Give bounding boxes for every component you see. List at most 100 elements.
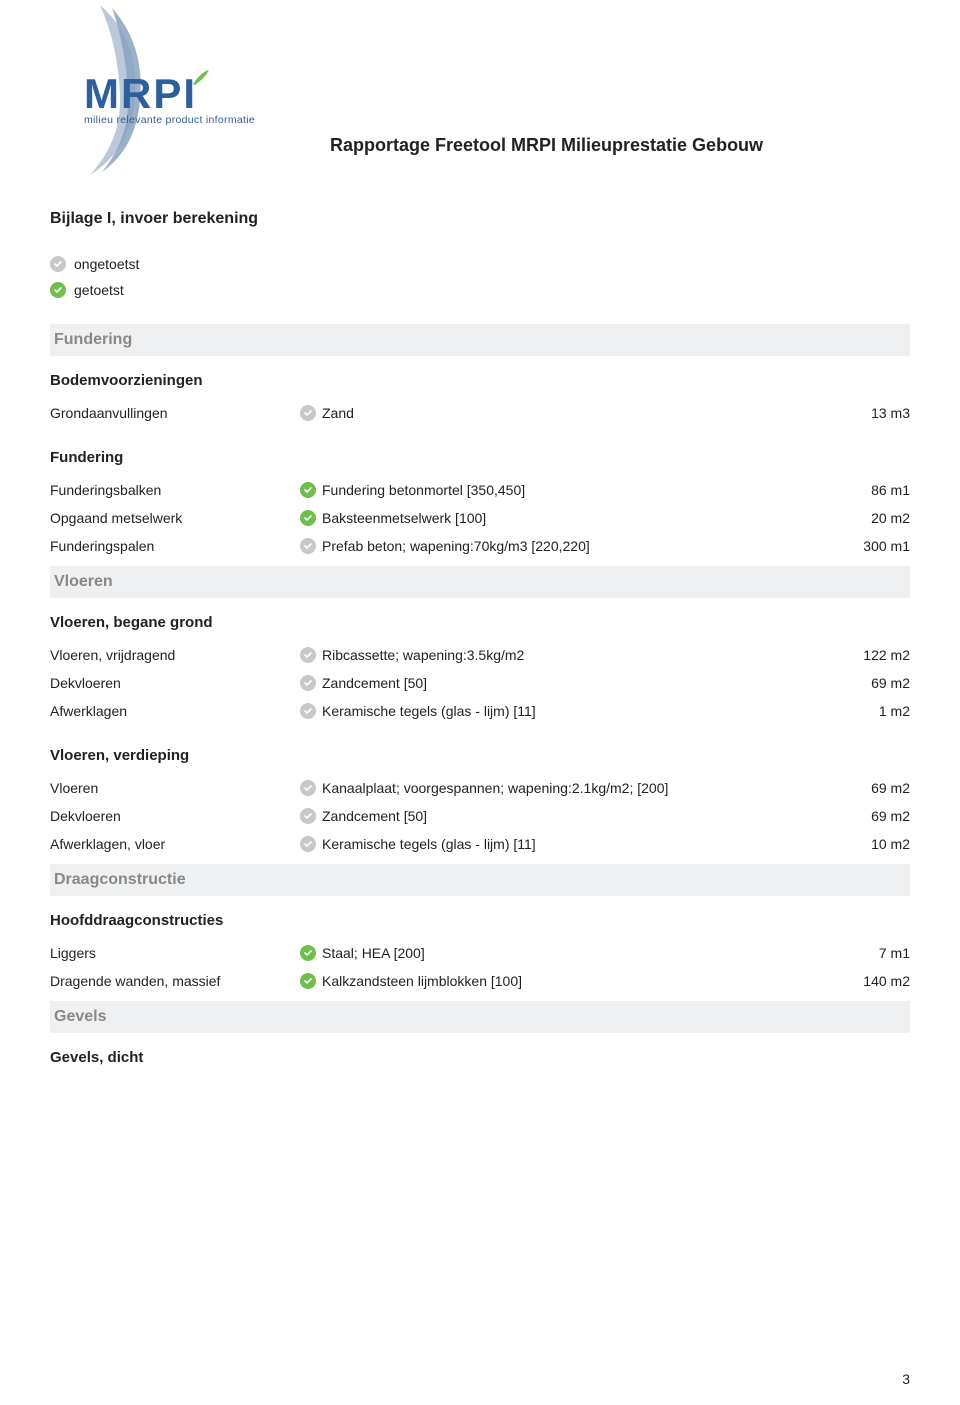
subsection-title: Vloeren, begane grond [50, 614, 910, 631]
row-value: 122 m2 [820, 647, 910, 663]
row-material-wrap: Ribcassette; wapening:3.5kg/m2 [300, 647, 820, 663]
logo-text: MRPI milieu relevante product informatie [84, 70, 255, 126]
row-label: Funderingspalen [50, 538, 300, 554]
legend-untested-label: ongetoetst [74, 256, 139, 272]
logo-name: MRPI [84, 70, 197, 118]
data-row: Dekvloeren Zandcement [50] 69 m2 [50, 802, 910, 830]
row-material: Ribcassette; wapening:3.5kg/m2 [322, 647, 524, 663]
data-row: Dragende wanden, massief Kalkzandsteen li… [50, 967, 910, 995]
row-material-wrap: Baksteenmetselwerk [100] [300, 510, 820, 526]
row-label: Vloeren, vrijdragend [50, 647, 300, 663]
subsection-title: Bodemvoorzieningen [50, 372, 910, 389]
data-row: Funderingsbalken Fundering betonmortel [3… [50, 476, 910, 504]
check-gray-icon [300, 647, 316, 663]
legend: ongetoetst getoetst [50, 256, 910, 298]
row-value: 69 m2 [820, 808, 910, 824]
check-gray-icon [300, 780, 316, 796]
check-gray-icon [300, 808, 316, 824]
check-green-icon [300, 973, 316, 989]
row-value: 13 m3 [820, 405, 910, 421]
row-label: Afwerklagen, vloer [50, 836, 300, 852]
check-gray-icon [300, 538, 316, 554]
subsection-title: Vloeren, verdieping [50, 747, 910, 764]
row-value: 7 m1 [820, 945, 910, 961]
check-gray-icon [300, 675, 316, 691]
row-material: Fundering betonmortel [350,450] [322, 482, 525, 498]
report-title: Rapportage Freetool MRPI Milieuprestatie… [330, 135, 763, 156]
row-label: Liggers [50, 945, 300, 961]
section-band: Draagconstructie [50, 864, 910, 896]
row-material: Staal; HEA [200] [322, 945, 425, 961]
row-value: 10 m2 [820, 836, 910, 852]
section-band: Gevels [50, 1001, 910, 1033]
row-material-wrap: Staal; HEA [200] [300, 945, 820, 961]
row-label: Afwerklagen [50, 703, 300, 719]
row-material: Prefab beton; wapening:70kg/m3 [220,220] [322, 538, 590, 554]
data-row: Liggers Staal; HEA [200] 7 m1 [50, 939, 910, 967]
row-label: Vloeren [50, 780, 300, 796]
row-material-wrap: Prefab beton; wapening:70kg/m3 [220,220] [300, 538, 820, 554]
legend-tested-label: getoetst [74, 282, 124, 298]
legend-tested: getoetst [50, 282, 910, 298]
sections-root: Fundering Bodemvoorzieningen Grondaanvulli… [50, 324, 910, 1066]
row-material-wrap: Zand [300, 405, 820, 421]
row-material: Zandcement [50] [322, 675, 427, 691]
check-gray-icon [300, 703, 316, 719]
row-label: Funderingsbalken [50, 482, 300, 498]
logo-tagline: milieu relevante product informatie [84, 114, 255, 126]
spacer [50, 427, 910, 445]
subsection-title: Gevels, dicht [50, 1049, 910, 1066]
content: Bijlage I, invoer berekening ongetoetst … [50, 210, 910, 1066]
check-green-icon [300, 510, 316, 526]
row-material-wrap: Kalkzandsteen lijmblokken [100] [300, 973, 820, 989]
row-label: Dekvloeren [50, 808, 300, 824]
row-material-wrap: Zandcement [50] [300, 808, 820, 824]
row-value: 140 m2 [820, 973, 910, 989]
row-material-wrap: Zandcement [50] [300, 675, 820, 691]
row-material: Kanaalplaat; voorgespannen; wapening:2.1… [322, 780, 668, 796]
check-green-icon [300, 482, 316, 498]
check-gray-icon [50, 256, 66, 272]
row-label: Grondaanvullingen [50, 405, 300, 421]
bijlage-title: Bijlage I, invoer berekening [50, 210, 910, 228]
spacer [50, 725, 910, 743]
row-material: Keramische tegels (glas - lijm) [11] [322, 703, 536, 719]
legend-untested: ongetoetst [50, 256, 910, 272]
subsection-title: Fundering [50, 449, 910, 466]
logo-area: MRPI milieu relevante product informatie… [50, 20, 910, 150]
row-material: Zandcement [50] [322, 808, 427, 824]
page-number: 3 [902, 1371, 910, 1387]
row-value: 69 m2 [820, 780, 910, 796]
section-band: Vloeren [50, 566, 910, 598]
row-label: Dragende wanden, massief [50, 973, 300, 989]
data-row: Vloeren, vrijdragend Ribcassette; wapenin… [50, 641, 910, 669]
section-band: Fundering [50, 324, 910, 356]
row-label: Opgaand metselwerk [50, 510, 300, 526]
row-material: Kalkzandsteen lijmblokken [100] [322, 973, 522, 989]
row-value: 1 m2 [820, 703, 910, 719]
data-row: Opgaand metselwerk Baksteenmetselwerk [10… [50, 504, 910, 532]
row-label: Dekvloeren [50, 675, 300, 691]
data-row: Vloeren Kanaalplaat; voorgespannen; wapen… [50, 774, 910, 802]
row-material-wrap: Keramische tegels (glas - lijm) [11] [300, 703, 820, 719]
leaf-icon [191, 68, 211, 88]
row-material-wrap: Kanaalplaat; voorgespannen; wapening:2.1… [300, 780, 820, 796]
check-gray-icon [300, 405, 316, 421]
row-value: 300 m1 [820, 538, 910, 554]
row-material: Zand [322, 405, 354, 421]
check-gray-icon [300, 836, 316, 852]
check-green-icon [300, 945, 316, 961]
data-row: Grondaanvullingen Zand 13 m3 [50, 399, 910, 427]
row-material-wrap: Fundering betonmortel [350,450] [300, 482, 820, 498]
row-material: Baksteenmetselwerk [100] [322, 510, 486, 526]
data-row: Afwerklagen Keramische tegels (glas - lij… [50, 697, 910, 725]
subsection-title: Hoofddraagconstructies [50, 912, 910, 929]
data-row: Funderingspalen Prefab beton; wapening:70… [50, 532, 910, 560]
row-material: Keramische tegels (glas - lijm) [11] [322, 836, 536, 852]
data-row: DekvloerenZandcement [50]69 m2 [50, 669, 910, 697]
row-value: 20 m2 [820, 510, 910, 526]
data-row: Afwerklagen, vloer Keramische tegels (gla… [50, 830, 910, 858]
row-value: 86 m1 [820, 482, 910, 498]
check-green-icon [50, 282, 66, 298]
row-material-wrap: Keramische tegels (glas - lijm) [11] [300, 836, 820, 852]
